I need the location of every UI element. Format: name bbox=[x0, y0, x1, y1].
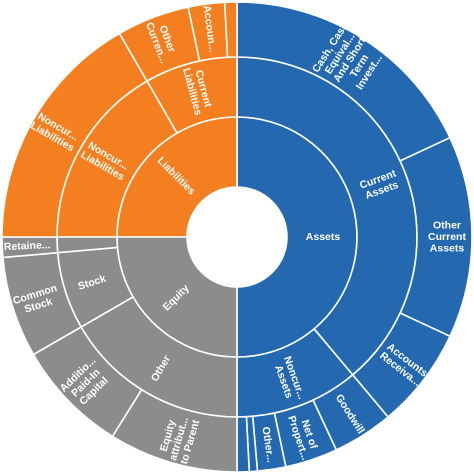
center-hole bbox=[187, 187, 287, 287]
segment-small-liability[interactable] bbox=[223, 1, 238, 59]
label-common-stock: CommonStock bbox=[11, 282, 61, 318]
label-retained-earnings-outer: Retaine... bbox=[4, 239, 51, 253]
segment-small-asset-2[interactable] bbox=[236, 415, 251, 473]
label-assets: Assets bbox=[306, 231, 341, 243]
label-other-current-assets: Other Current Assets bbox=[428, 219, 466, 254]
label-other-noncurrent-assets: Other... bbox=[260, 426, 277, 464]
